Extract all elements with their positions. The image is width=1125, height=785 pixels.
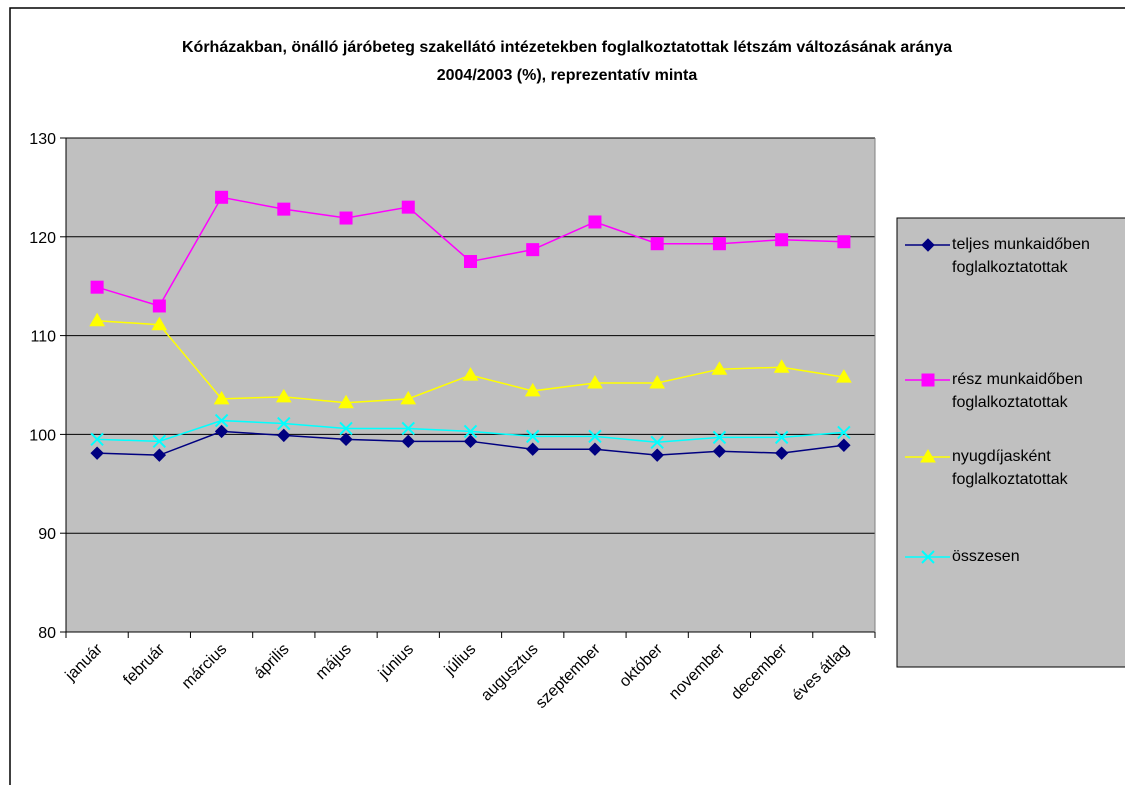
y-tick-label: 110: [30, 329, 56, 346]
marker: [464, 255, 477, 268]
marker: [773, 359, 790, 373]
marker: [400, 390, 417, 405]
marker: [650, 435, 664, 450]
marker: [90, 432, 104, 447]
marker: [774, 430, 789, 445]
marker: [213, 390, 230, 405]
marker: [921, 238, 935, 252]
marker: [712, 237, 726, 251]
marker: [463, 434, 478, 449]
marker: [526, 429, 540, 444]
marker: [775, 233, 789, 247]
marker: [90, 280, 104, 294]
marker: [462, 367, 479, 381]
marker: [401, 200, 415, 214]
legend-label: nyugdíjasként foglalkoztatottak: [952, 448, 1068, 488]
marker: [338, 394, 354, 409]
marker: [921, 550, 935, 564]
marker: [339, 432, 353, 447]
y-tick-label: 120: [29, 230, 56, 247]
marker: [837, 425, 851, 440]
marker: [524, 382, 541, 397]
y-tick-label: 90: [38, 526, 56, 543]
marker: [588, 215, 602, 229]
legend-label: rész munkaidőben foglalkoztatottak: [952, 371, 1083, 411]
legend-label: összesen: [952, 548, 1020, 565]
marker: [837, 438, 851, 452]
marker: [152, 299, 166, 313]
plot-area: [66, 138, 875, 632]
marker: [920, 449, 936, 463]
marker: [649, 375, 666, 389]
marker: [526, 442, 540, 456]
marker: [90, 446, 104, 460]
marker: [588, 442, 602, 456]
marker: [151, 316, 168, 331]
legend-box: [896, 217, 1125, 668]
marker: [587, 375, 603, 389]
marker: [215, 190, 229, 204]
marker: [214, 424, 229, 439]
marker: [152, 434, 167, 449]
marker: [401, 421, 415, 436]
marker: [339, 211, 353, 225]
marker: [712, 444, 727, 458]
marker: [836, 369, 852, 383]
y-tick-label: 100: [29, 427, 56, 444]
marker: [152, 448, 167, 462]
marker: [277, 428, 291, 443]
marker: [277, 202, 291, 216]
marker: [526, 243, 540, 257]
marker: [774, 446, 789, 460]
marker: [712, 430, 727, 445]
marker: [277, 416, 291, 431]
marker: [89, 312, 105, 327]
marker: [837, 235, 851, 249]
marker: [463, 424, 478, 439]
marker: [401, 434, 415, 449]
chart-title: Kórházakban, önálló járóbeteg szakellátó…: [181, 39, 952, 84]
marker: [275, 388, 292, 403]
legend-label: teljes munkaidőben foglalkoztatottak: [952, 236, 1090, 276]
marker: [650, 237, 664, 251]
marker: [711, 361, 728, 375]
marker: [339, 421, 353, 436]
y-tick-label: 80: [38, 625, 56, 642]
marker: [588, 429, 602, 444]
y-tick-label: 130: [29, 131, 56, 148]
marker: [214, 413, 229, 428]
marker: [921, 373, 935, 387]
marker: [650, 448, 664, 462]
